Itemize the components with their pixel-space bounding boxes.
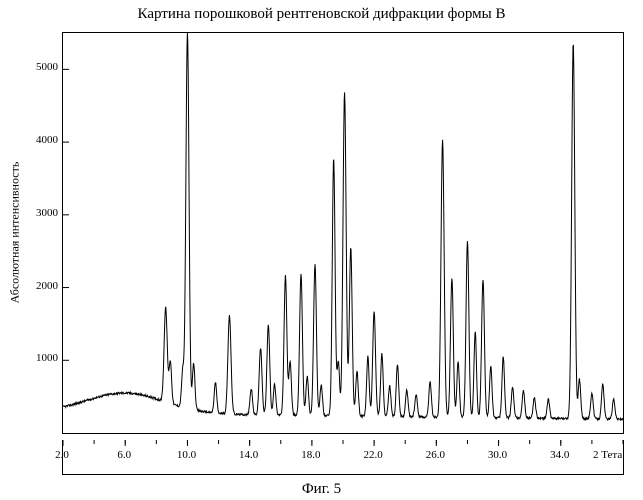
- x-axis-ticks: [63, 440, 623, 474]
- chart-title: Картина порошковой рентгеновской дифракц…: [0, 6, 643, 23]
- x-tick-label: 2.0: [55, 449, 69, 461]
- y-tick-label: 4000: [28, 134, 58, 146]
- y-tick-label: 1000: [28, 352, 58, 364]
- y-axis-label: Абсолютная интенсивность: [6, 32, 24, 432]
- x-tick-label: 10.0: [177, 449, 196, 461]
- figure-caption: Фиг. 5: [0, 481, 643, 498]
- x-axis-unit-label: 2 Тета: [593, 449, 622, 461]
- x-axis-strip: [62, 440, 624, 475]
- x-tick-label: 6.0: [117, 449, 131, 461]
- y-axis-label-text: Абсолютная интенсивность: [8, 161, 23, 303]
- x-tick-label: 34.0: [550, 449, 569, 461]
- x-tick-label: 26.0: [426, 449, 445, 461]
- xrd-pattern: [63, 33, 623, 433]
- x-tick-label: 22.0: [363, 449, 382, 461]
- y-tick-label: 3000: [28, 207, 58, 219]
- x-tick-label: 30.0: [488, 449, 507, 461]
- y-tick-label: 5000: [28, 61, 58, 73]
- x-tick-label: 14.0: [239, 449, 258, 461]
- x-tick-label: 18.0: [301, 449, 320, 461]
- plot-area: [62, 32, 624, 434]
- y-tick-label: 2000: [28, 280, 58, 292]
